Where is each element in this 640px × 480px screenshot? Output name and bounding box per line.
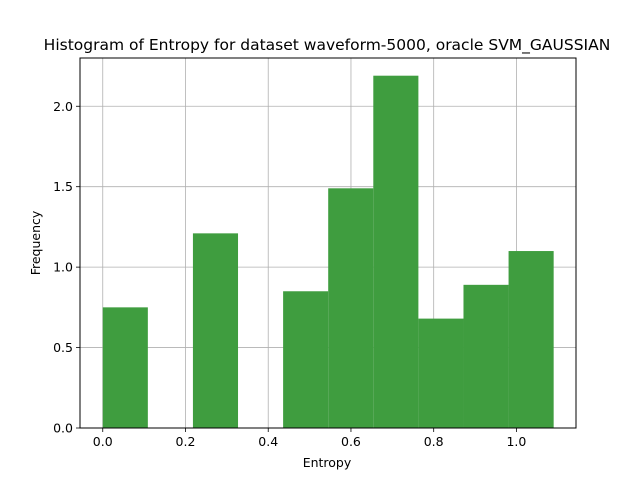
x-tick-label: 0.8 bbox=[424, 434, 444, 449]
histogram-bar bbox=[328, 188, 374, 428]
x-tick-label: 0.0 bbox=[93, 434, 113, 449]
histogram-bar bbox=[418, 318, 464, 428]
y-tick-label: 1.0 bbox=[53, 260, 73, 275]
y-tick-label: 2.0 bbox=[53, 99, 73, 114]
chart-title: Histogram of Entropy for dataset wavefor… bbox=[44, 36, 611, 55]
x-tick-label: 0.4 bbox=[258, 434, 278, 449]
axis-ticks: 0.0 0.2 0.4 0.6 0.8 1.0 0.0 0.5 1.0 1.5 2.0 bbox=[53, 99, 526, 449]
histogram-bar bbox=[192, 233, 239, 428]
y-tick-label: 0.0 bbox=[53, 421, 73, 436]
x-tick-label: 0.2 bbox=[176, 434, 196, 449]
histogram-bar bbox=[102, 307, 148, 428]
histogram-bar bbox=[463, 284, 509, 428]
histogram-bar bbox=[508, 251, 554, 428]
x-tick-label: 0.6 bbox=[341, 434, 361, 449]
y-axis-label: Frequency bbox=[28, 210, 43, 275]
histogram-bar bbox=[283, 291, 329, 428]
x-tick-label: 1.0 bbox=[506, 434, 526, 449]
plot-frame bbox=[79, 57, 577, 429]
histogram-bar bbox=[373, 75, 419, 429]
y-tick-label: 1.5 bbox=[53, 179, 73, 194]
y-tick-label: 0.5 bbox=[53, 340, 73, 355]
x-axis-label: Entropy bbox=[303, 455, 352, 470]
histogram-bars bbox=[102, 75, 554, 429]
